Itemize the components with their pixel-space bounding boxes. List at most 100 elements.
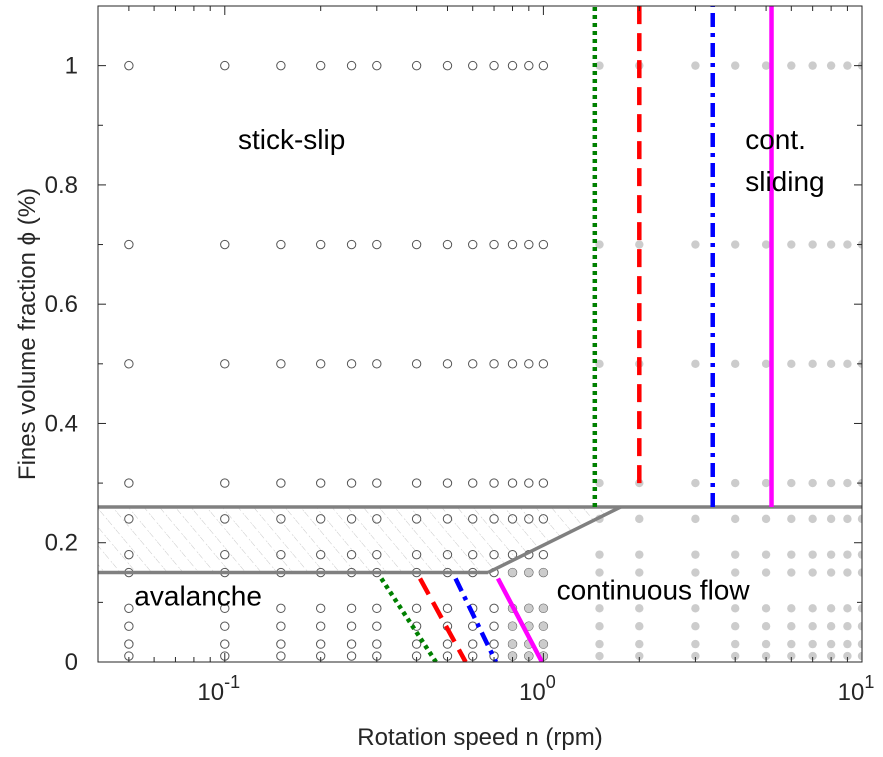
data-point — [787, 639, 796, 649]
data-point — [524, 478, 534, 488]
data-point — [315, 549, 326, 560]
data-point — [489, 603, 499, 614]
data-point — [857, 604, 862, 613]
data-point — [220, 359, 230, 369]
data-point — [539, 622, 548, 631]
data-point — [372, 60, 382, 71]
data-point — [276, 651, 286, 661]
data-point — [468, 478, 478, 488]
data-point — [635, 622, 644, 631]
data-point — [843, 622, 852, 631]
region-label: sliding — [745, 166, 824, 197]
regime-boundaries — [98, 505, 862, 575]
data-point — [538, 603, 549, 614]
data-point — [442, 359, 453, 369]
data-point — [826, 514, 836, 524]
data-point — [468, 549, 478, 560]
data-point — [524, 239, 534, 250]
data-point — [315, 359, 326, 369]
data-point — [411, 478, 422, 488]
data-point — [538, 549, 549, 560]
data-point — [787, 622, 796, 631]
data-point — [808, 651, 817, 661]
x-axis-label: Rotation speed n (rpm) — [357, 724, 602, 751]
data-point — [524, 60, 534, 71]
data-point — [595, 651, 604, 661]
data-point — [372, 621, 382, 631]
data-point — [787, 651, 796, 661]
data-point — [731, 240, 740, 249]
data-point — [826, 240, 836, 249]
data-point — [346, 621, 357, 631]
data-point — [761, 478, 771, 488]
data-point — [442, 639, 453, 649]
data-point — [124, 60, 134, 71]
data-point — [124, 549, 134, 560]
data-point — [826, 651, 836, 661]
data-point — [468, 60, 478, 71]
data-point — [595, 61, 604, 70]
data-point — [731, 604, 740, 613]
data-point — [507, 639, 518, 649]
data-point — [489, 549, 499, 560]
transition-band — [98, 506, 621, 573]
data-point — [507, 239, 518, 250]
data-point — [539, 639, 548, 649]
data-point — [346, 514, 357, 524]
data-point — [843, 240, 852, 249]
data-point — [508, 651, 517, 661]
data-point — [857, 651, 862, 661]
data-point — [808, 61, 817, 70]
data-point — [315, 60, 326, 71]
data-point — [524, 604, 534, 613]
data-point — [124, 239, 134, 250]
data-point — [489, 478, 499, 488]
y-axis-label: Fines volume fraction ϕ (%) — [14, 188, 41, 480]
data-point — [691, 240, 700, 249]
plot-frame — [97, 5, 863, 663]
data-point — [124, 603, 134, 614]
data-point — [731, 61, 740, 70]
data-point — [761, 622, 771, 631]
y-tick-label: 1 — [65, 53, 78, 80]
data-point — [372, 603, 382, 614]
data-point — [220, 603, 230, 614]
data-point — [489, 239, 499, 250]
data-point — [808, 514, 817, 524]
data-point — [468, 359, 478, 369]
data-point — [691, 359, 700, 369]
data-point — [826, 359, 836, 369]
data-point — [595, 240, 604, 249]
data-point — [691, 514, 700, 524]
data-point — [524, 359, 534, 369]
x-tick-base: 10 — [519, 679, 546, 706]
data-point — [346, 239, 357, 250]
data-point — [635, 604, 644, 613]
data-point — [787, 568, 796, 577]
data-point — [731, 622, 740, 631]
data-point — [276, 549, 286, 560]
data-point — [691, 639, 700, 649]
data-point — [411, 514, 422, 524]
data-point — [843, 568, 852, 577]
data-point — [346, 478, 357, 488]
data-point — [315, 621, 326, 631]
data-point — [442, 60, 453, 71]
data-point — [635, 240, 644, 249]
data-point — [346, 60, 357, 71]
data-point — [808, 639, 817, 649]
data-point — [538, 639, 549, 649]
data-point — [595, 604, 604, 613]
x-tick-exponent: -1 — [224, 672, 240, 692]
data-point — [220, 514, 230, 524]
data-point — [595, 478, 604, 488]
x-tick-label: 101 — [838, 672, 875, 706]
data-point — [508, 639, 517, 649]
data-point — [787, 514, 796, 524]
hatched-band — [98, 506, 621, 573]
data-point — [595, 639, 604, 649]
data-point — [761, 651, 771, 661]
data-point — [826, 622, 836, 631]
data-point — [442, 549, 453, 560]
region-label: avalanche — [134, 580, 262, 611]
